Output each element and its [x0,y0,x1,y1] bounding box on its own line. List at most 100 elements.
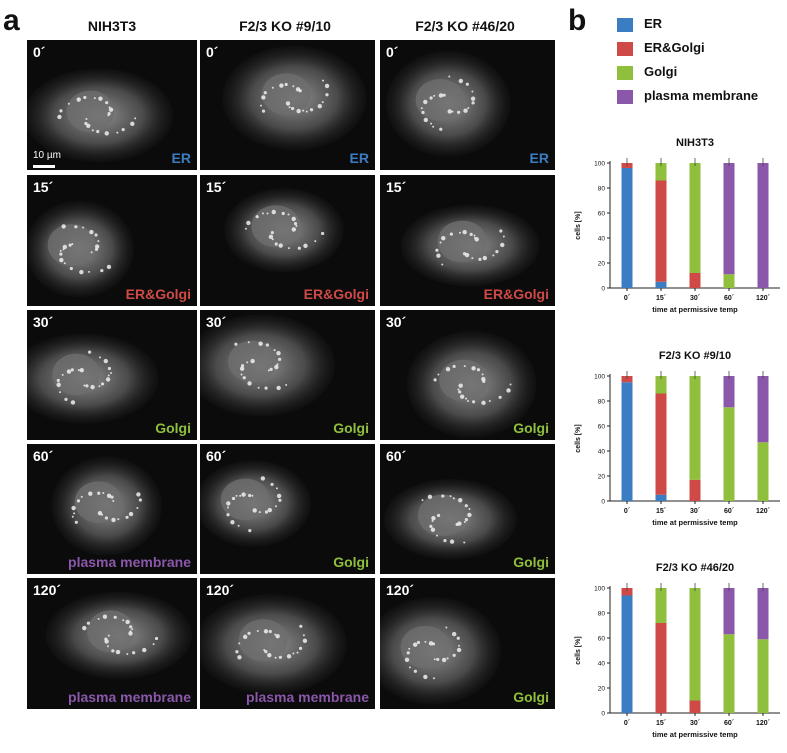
micrograph-ko-9-10-0min: 0´ ER [200,40,375,170]
bar-segment-plasma-membrane [723,588,735,635]
y-tick-label: 0 [601,499,605,506]
column-header-nih3t3: NIH3T3 [87,18,137,34]
y-tick-label: 60 [598,424,606,431]
bar-segment-plasma-membrane [757,588,769,640]
bar-segment-golgi [689,376,701,480]
bar-segment-golgi [723,407,735,501]
localization-label-er-golgi: ER&Golgi [483,286,549,302]
micrograph-nih3t3-0min: 0´ ER 10 µm [27,40,197,170]
legend-label-er: ER [644,16,663,31]
x-tick-label: 0´ [624,508,631,515]
y-tick-label: 80 [598,186,606,193]
y-tick-label: 40 [598,449,606,456]
bar-segment-er [621,168,633,288]
y-axis-label: cells [%] [575,211,582,239]
x-tick-label: 120´ [756,720,771,727]
bar-segment-er-golgi [689,273,701,288]
legend-label-plasma-membrane: plasma membrane [644,88,759,103]
y-axis-label: cells [%] [575,636,582,664]
micrograph-ko-46-20-30min: 30´ Golgi [380,310,555,440]
localization-label-golgi: Golgi [513,554,549,570]
micrograph-cell-image [45,591,193,679]
micrograph-nih3t3-30min: 30´ Golgi [27,310,197,440]
time-label: 0´ [386,44,399,60]
x-axis-label: time at permissive temp [652,518,738,527]
bar-segment-plasma-membrane [757,163,769,288]
localization-label-er: ER [349,150,369,166]
bar-segment-golgi [757,442,769,501]
localization-label-er: ER [529,150,549,166]
micrograph-cell-image [383,478,517,560]
localization-label-plasma-membrane: plasma membrane [68,554,191,570]
micrograph-cell-image [200,594,348,694]
column-header-ko-9-10: F2/3 KO #9/10 [239,18,331,34]
x-tick-label: 0´ [624,295,631,302]
x-tick-label: 120´ [756,295,771,302]
y-tick-label: 100 [594,586,605,593]
x-tick-label: 15´ [656,720,667,727]
scale-bar [33,165,55,168]
micrograph-ko-46-20-60min: 60´ Golgi [380,444,555,574]
chart-ko-46-20: F2/3 KO #46/20 0 20 40 60 80 100 cells [%] 0´ 15´… [575,562,780,739]
legend-swatch-er [617,18,633,32]
micrograph-nih3t3-60min: 60´ plasma membrane [27,444,197,574]
x-tick-label: 0´ [624,720,631,727]
chart-ko-9-10: F2/3 KO #9/10 0 20 40 60 80 100 cells [%] 0´ 15´ 3… [575,350,780,527]
localization-label-er: ER [171,150,191,166]
legend-swatch-golgi [617,66,633,80]
bar-segment-er-golgi [689,479,701,501]
localization-label-plasma-membrane: plasma membrane [246,689,369,705]
micrograph-cell-image [51,456,162,556]
legend-label-er-golgi: ER&Golgi [644,40,705,55]
time-label: 120´ [33,582,62,598]
micrograph-cell-image [222,45,367,151]
time-label: 30´ [33,314,54,330]
y-axis-label: cells [%] [575,424,582,452]
x-tick-label: 30´ [690,720,701,727]
chart-nih3t3: NIH3T3 0 20 40 60 80 100 cells [%] 0´ 15´ 30´ 60´ 12… [575,137,780,314]
micrograph-cell-image [380,597,502,705]
micrograph-cell-image [27,200,134,298]
y-tick-label: 40 [598,236,606,243]
time-label: 15´ [33,179,54,195]
time-label: 30´ [206,314,227,330]
micrograph-cell-image [386,51,511,157]
bar-segment-golgi [757,639,769,713]
scale-bar-label: 10 µm [33,150,61,161]
bar-segment-er-golgi [621,588,633,596]
time-label: 0´ [206,44,219,60]
panel-b-letter: b [568,4,587,37]
chart-title: NIH3T3 [676,137,714,149]
time-label: 0´ [33,44,46,60]
micrograph-cell-image [200,460,311,547]
x-tick-label: 15´ [656,295,667,302]
localization-label-golgi: Golgi [513,420,549,436]
y-tick-label: 100 [594,161,605,168]
bar-segment-golgi [655,376,667,394]
panel-a-letter: a [3,4,20,37]
chart-title: F2/3 KO #9/10 [659,350,731,362]
micrograph-ko-9-10-60min: 60´ Golgi [200,444,375,574]
x-tick-label: 30´ [690,508,701,515]
localization-label-golgi: Golgi [333,554,369,570]
y-tick-label: 20 [598,474,606,481]
x-axis-label: time at permissive temp [652,730,738,739]
time-label: 60´ [206,448,227,464]
y-tick-label: 0 [601,711,605,718]
localization-label-er-golgi: ER&Golgi [125,286,191,302]
localization-label-er-golgi: ER&Golgi [303,286,369,302]
micrograph-ko-46-20-0min: 0´ ER [380,40,555,170]
bar-segment-er-golgi [655,623,667,713]
y-tick-label: 80 [598,399,606,406]
micrograph-cell-image [27,333,159,424]
legend-swatch-er-golgi [617,42,633,56]
column-header-ko-46-20: F2/3 KO #46/20 [415,18,515,34]
x-tick-label: 60´ [724,508,735,515]
bar-segment-golgi [723,634,735,713]
micrograph-cell-image [406,331,537,438]
time-label: 15´ [206,179,227,195]
chart-title: F2/3 KO #46/20 [656,562,734,574]
micrograph-nih3t3-120min: 120´ plasma membrane [27,578,197,709]
time-label: 30´ [386,314,407,330]
y-tick-label: 20 [598,261,606,268]
